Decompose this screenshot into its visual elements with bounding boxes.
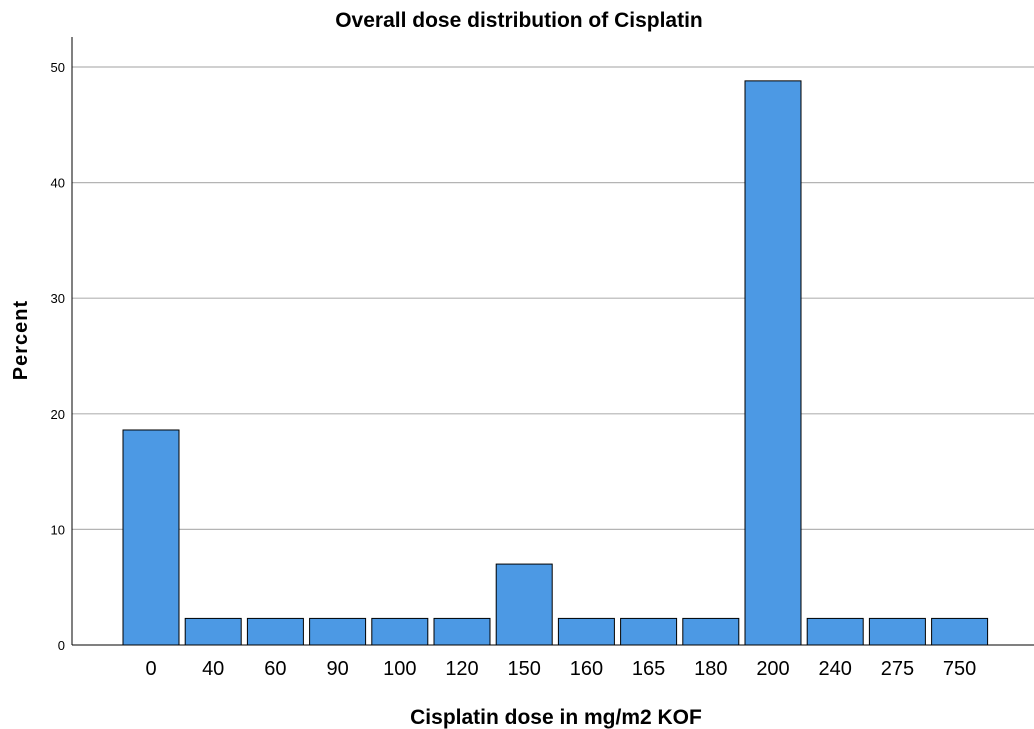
bar-180 <box>682 617 740 646</box>
x-tick-label: 60 <box>264 658 286 680</box>
gridlines <box>72 66 1034 531</box>
bar-0 <box>122 429 180 646</box>
y-tick-label: 50 <box>51 60 65 75</box>
x-tick-label: 90 <box>326 658 348 680</box>
x-tick-label: 160 <box>570 658 603 680</box>
bar-150 <box>495 563 553 646</box>
y-tick-label: 40 <box>51 176 65 191</box>
y-tick-label: 10 <box>51 522 65 537</box>
bar-275 <box>868 617 926 646</box>
bar-165 <box>620 617 678 646</box>
x-tick-label: 240 <box>819 658 852 680</box>
bar-60 <box>246 617 304 646</box>
x-tick-labels: 0 40 60 90 100 120 150 160 165 180 200 240 275 750 <box>145 658 976 680</box>
bar-90 <box>309 617 367 646</box>
y-tick-label: 30 <box>51 291 65 306</box>
x-tick-label: 180 <box>694 658 727 680</box>
bar-100 <box>371 617 429 646</box>
x-tick-label: 275 <box>881 658 914 680</box>
bars <box>122 80 989 646</box>
x-tick-label: 120 <box>445 658 478 680</box>
bar-40 <box>184 617 242 646</box>
x-axis-label: Cisplatin dose in mg/m2 KOF <box>410 706 702 729</box>
bar-200 <box>744 80 802 646</box>
y-tick-label: 0 <box>58 638 65 653</box>
bar-120 <box>433 617 491 646</box>
x-tick-label: 750 <box>943 658 976 680</box>
x-tick-label: 150 <box>508 658 541 680</box>
x-tick-label: 40 <box>202 658 224 680</box>
bar-160 <box>557 617 615 646</box>
x-tick-label: 0 <box>145 658 156 680</box>
x-tick-label: 165 <box>632 658 665 680</box>
chart-title: Overall dose distribution of Cisplatin <box>335 9 703 32</box>
y-tick-label: 20 <box>51 407 65 422</box>
y-tick-labels: 0 10 20 30 40 50 <box>51 60 65 653</box>
x-tick-label: 200 <box>756 658 789 680</box>
bar-240 <box>806 617 864 646</box>
bar-750 <box>931 617 989 646</box>
y-axis-label: Percent <box>10 300 32 380</box>
x-tick-label: 100 <box>383 658 416 680</box>
